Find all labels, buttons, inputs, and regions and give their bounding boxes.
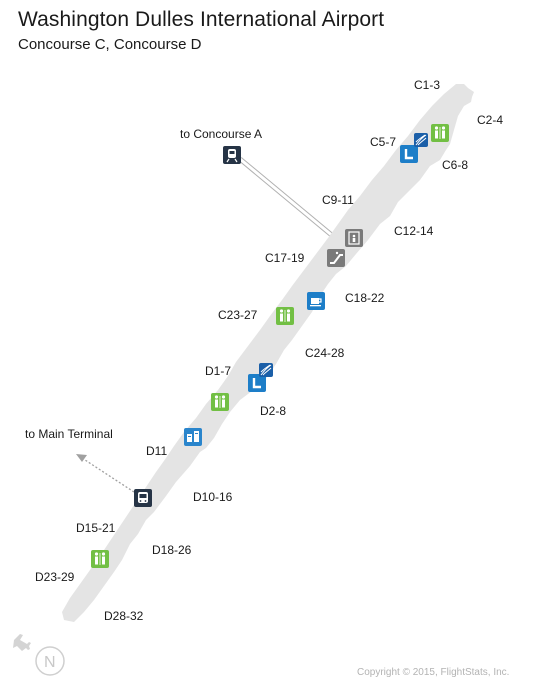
escalator-icon[interactable] — [327, 249, 345, 267]
map-title: Washington Dulles International Airport — [18, 8, 385, 31]
gate-label-c2-4: C2-4 — [477, 113, 504, 127]
gate-label-d18-26: D18-26 — [152, 543, 192, 557]
compass-letter: N — [44, 654, 56, 671]
gate-label-c17-19: C17-19 — [265, 251, 305, 265]
gate-label-d15-21: D15-21 — [76, 521, 116, 535]
gate-label-c6-8: C6-8 — [442, 158, 469, 172]
concourse-c-d-body — [62, 84, 474, 622]
airplane-icon — [13, 634, 31, 651]
gate-label-d28-32: D28-32 — [104, 609, 144, 623]
gate-label-c9-11: C9-11 — [322, 193, 354, 207]
gate-label-d11: D11 — [146, 444, 168, 458]
gate-label-c23-27: C23-27 — [218, 308, 258, 322]
restroom-icon[interactable] — [431, 124, 449, 142]
connector-to-concourse-a — [238, 157, 342, 244]
restroom-icon[interactable] — [211, 393, 229, 411]
gate-label-c12-14: C12-14 — [394, 224, 434, 238]
train-icon[interactable] — [223, 146, 241, 164]
restroom-icon[interactable] — [91, 550, 109, 568]
gate-label-d23-29: D23-29 — [35, 570, 75, 584]
label-to-concourse-a: to Concourse A — [180, 127, 263, 141]
gate-label-c5-7: C5-7 — [370, 135, 397, 149]
map-subtitle: Concourse C, Concourse D — [18, 36, 202, 53]
copyright-text: Copyright © 2015, FlightStats, Inc. — [357, 667, 510, 678]
north-compass-icon — [13, 634, 65, 676]
gate-label-d1-7: D1-7 — [205, 364, 232, 378]
restroom-icon[interactable] — [276, 307, 294, 325]
label-to-main-terminal: to Main Terminal — [25, 427, 113, 441]
gate-label-c18-22: C18-22 — [345, 291, 385, 305]
coffee-icon[interactable] — [307, 292, 325, 310]
bus-icon[interactable] — [134, 489, 152, 507]
gate-label-d2-8: D2-8 — [260, 404, 287, 418]
united-globe-icon — [414, 133, 428, 147]
gate-label-c24-28: C24-28 — [305, 346, 345, 360]
gate-label-d10-16: D10-16 — [193, 490, 233, 504]
airline-lounge-icon[interactable] — [400, 145, 418, 163]
airline-lounge-icon[interactable] — [248, 374, 266, 392]
gate-label-c1-3: C1-3 — [414, 78, 441, 92]
united-globe-icon — [259, 363, 273, 377]
information-icon[interactable] — [184, 428, 202, 446]
elevator-icon[interactable] — [345, 229, 363, 247]
arrow-to-main-terminal — [76, 454, 135, 493]
